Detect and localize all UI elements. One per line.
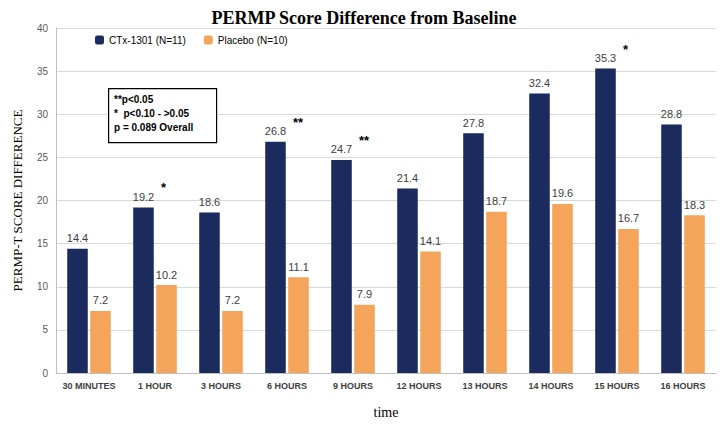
svg-text:PERMP-T SCORE DIFFERENCE: PERMP-T SCORE DIFFERENCE — [10, 110, 25, 292]
svg-text:19.6: 19.6 — [552, 187, 573, 199]
svg-text:16 HOURS: 16 HOURS — [660, 381, 705, 391]
svg-text:14 HOURS: 14 HOURS — [528, 381, 573, 391]
svg-text:18.7: 18.7 — [486, 195, 507, 207]
svg-text:26.8: 26.8 — [265, 125, 286, 137]
svg-text:20: 20 — [37, 195, 49, 206]
svg-text:32.4: 32.4 — [529, 77, 550, 89]
svg-text:7.2: 7.2 — [225, 294, 240, 306]
svg-text:7.2: 7.2 — [93, 294, 108, 306]
svg-text:35.3: 35.3 — [595, 52, 616, 64]
svg-text:time: time — [374, 405, 399, 420]
svg-text:CTx-1301 (N=11): CTx-1301 (N=11) — [109, 35, 186, 46]
svg-text:18.6: 18.6 — [199, 196, 220, 208]
svg-text:0: 0 — [42, 368, 48, 379]
svg-text:40: 40 — [37, 23, 49, 34]
svg-text:13 HOURS: 13 HOURS — [462, 381, 507, 391]
svg-text:5: 5 — [42, 324, 48, 335]
svg-text:6 HOURS: 6 HOURS — [267, 381, 307, 391]
svg-text:10.2: 10.2 — [156, 269, 177, 281]
svg-text:14.4: 14.4 — [67, 232, 88, 244]
svg-text:15: 15 — [37, 238, 49, 249]
svg-text:11.1: 11.1 — [288, 261, 309, 273]
svg-text:24.7: 24.7 — [331, 143, 352, 155]
svg-text:18.3: 18.3 — [684, 199, 705, 211]
svg-text:25: 25 — [37, 152, 49, 163]
svg-text:Placebo (N=10): Placebo (N=10) — [218, 35, 288, 46]
svg-text:16.7: 16.7 — [618, 212, 639, 224]
svg-text:1 HOUR: 1 HOUR — [138, 381, 173, 391]
svg-text:3 HOURS: 3 HOURS — [201, 381, 241, 391]
svg-text:p = 0.089 Overall: p = 0.089 Overall — [114, 122, 193, 133]
svg-text:28.8: 28.8 — [661, 108, 682, 120]
svg-text:12 HOURS: 12 HOURS — [396, 381, 441, 391]
svg-text:35: 35 — [37, 66, 49, 77]
svg-text:15 HOURS: 15 HOURS — [594, 381, 639, 391]
svg-text:30: 30 — [37, 109, 49, 120]
svg-text:**: ** — [359, 133, 370, 148]
svg-text:14.1: 14.1 — [420, 235, 441, 247]
svg-text:10: 10 — [37, 281, 49, 292]
svg-text:**: ** — [293, 115, 304, 130]
svg-text:7.9: 7.9 — [357, 288, 372, 300]
svg-text:*: * — [161, 180, 167, 195]
svg-text:21.4: 21.4 — [397, 172, 418, 184]
svg-text:30 MINUTES: 30 MINUTES — [62, 381, 115, 391]
svg-text:9 HOURS: 9 HOURS — [333, 381, 373, 391]
svg-text:**p<0.05: **p<0.05 — [114, 94, 154, 105]
svg-text:27.8: 27.8 — [463, 117, 484, 129]
svg-text:19.2: 19.2 — [133, 191, 154, 203]
svg-text:* p<0.10 - >0.05: * p<0.10 - >0.05 — [114, 108, 189, 119]
svg-text:*: * — [623, 42, 629, 57]
svg-text:PERMP Score Difference from Ba: PERMP Score Difference from Baseline — [212, 8, 517, 28]
